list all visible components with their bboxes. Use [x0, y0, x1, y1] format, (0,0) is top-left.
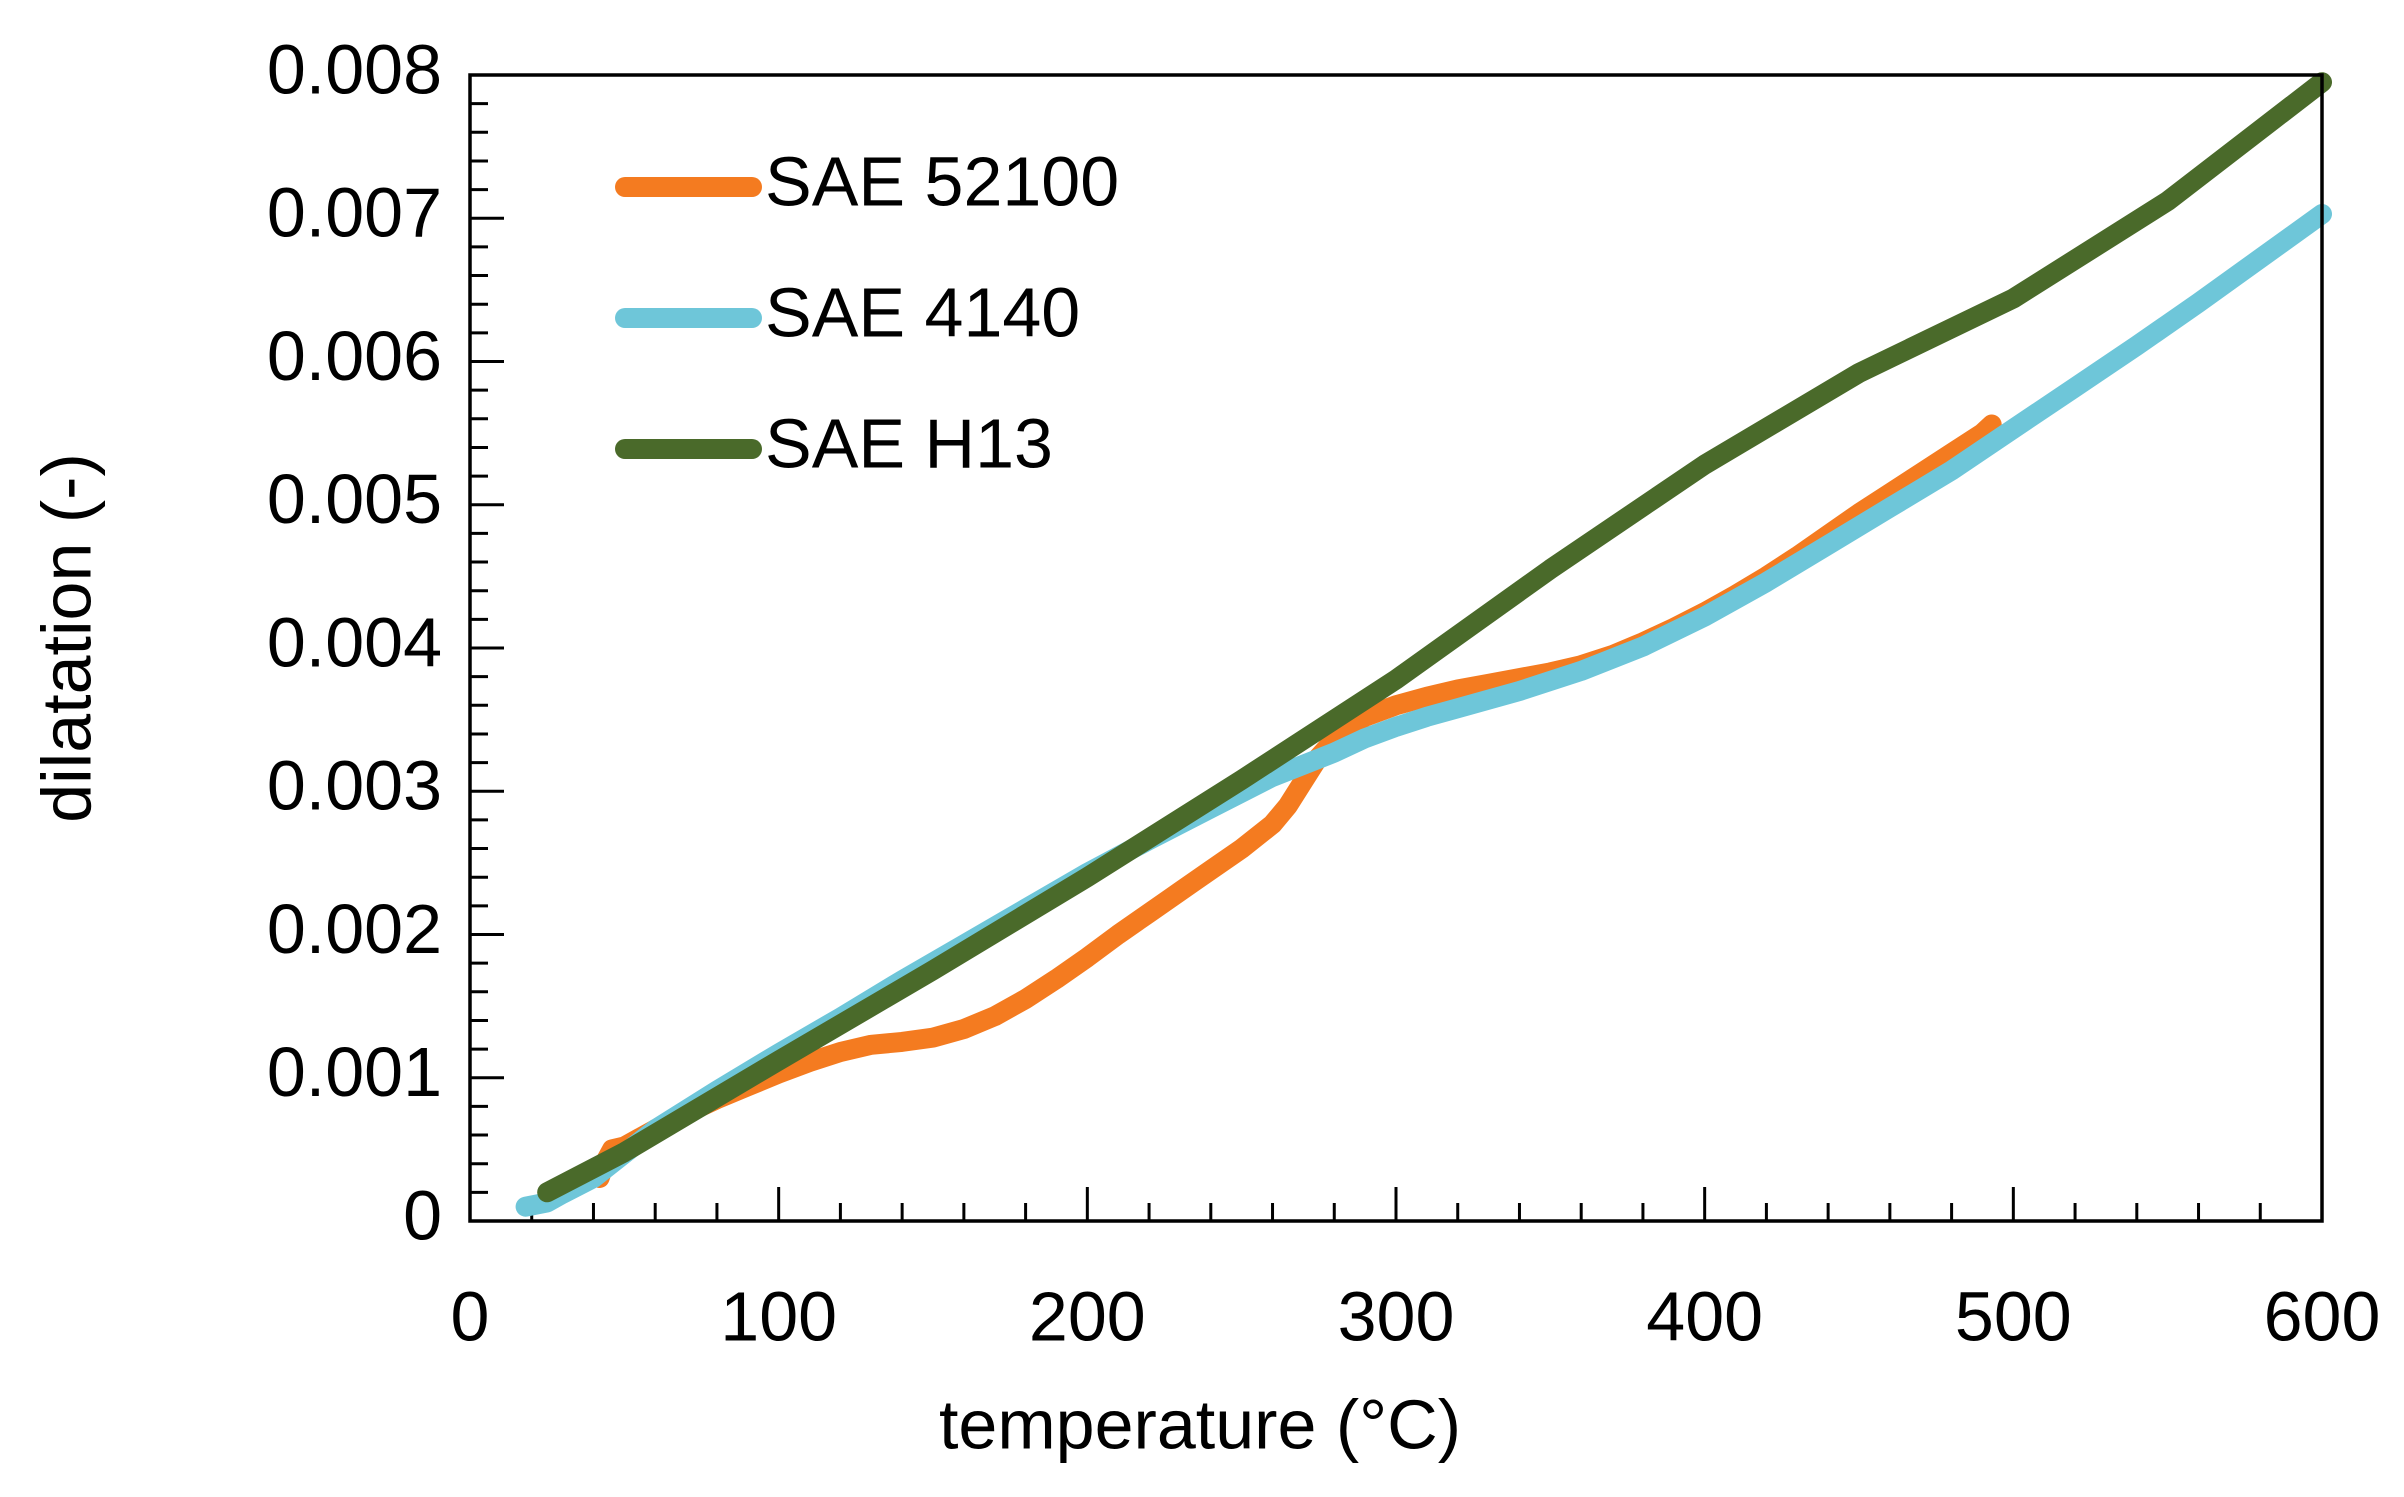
legend-label-sae-4140: SAE 4140 [765, 273, 1080, 351]
y-tick-label: 0.005 [267, 460, 442, 538]
x-tick-label: 500 [1955, 1277, 2072, 1355]
y-axis-title: dilatation (-) [27, 453, 105, 823]
legend: SAE 52100 SAE 4140 SAE H13 [615, 142, 1119, 482]
legend-label-sae-h13: SAE H13 [765, 404, 1053, 482]
y-tick-label: 0 [403, 1176, 442, 1254]
x-tick-label: 400 [1646, 1277, 1763, 1355]
x-tick-label: 600 [2264, 1277, 2381, 1355]
series-line-sae-h13 [537, 72, 2332, 1203]
y-tick-label: 0.007 [267, 174, 442, 252]
x-tick-label: 200 [1029, 1277, 1146, 1355]
legend-item-sae-52100: SAE 52100 [615, 142, 1119, 220]
y-tick-label: 0.004 [267, 603, 442, 681]
legend-label-sae-52100: SAE 52100 [765, 142, 1119, 220]
x-tick-label: 300 [1338, 1277, 1455, 1355]
y-tick-label: 0.006 [267, 317, 442, 395]
x-axis-title: temperature (°C) [939, 1385, 1461, 1463]
legend-item-sae-h13: SAE H13 [615, 404, 1053, 482]
y-tick-label: 0.003 [267, 747, 442, 825]
x-tick-label: 0 [451, 1277, 490, 1355]
y-tick-label: 0.002 [267, 890, 442, 968]
y-tick-label: 0.008 [267, 30, 442, 108]
plot-frame [468, 73, 2324, 1223]
legend-item-sae-4140: SAE 4140 [615, 273, 1080, 351]
plot-layer: 0 100 200 300 400 500 600 0 0.001 0.002 0.003 0.004… [267, 30, 2381, 1355]
y-axis-title-group: dilatation (-) [27, 453, 105, 823]
x-tick-label: 100 [720, 1277, 837, 1355]
y-tick-label: 0.001 [267, 1033, 442, 1111]
